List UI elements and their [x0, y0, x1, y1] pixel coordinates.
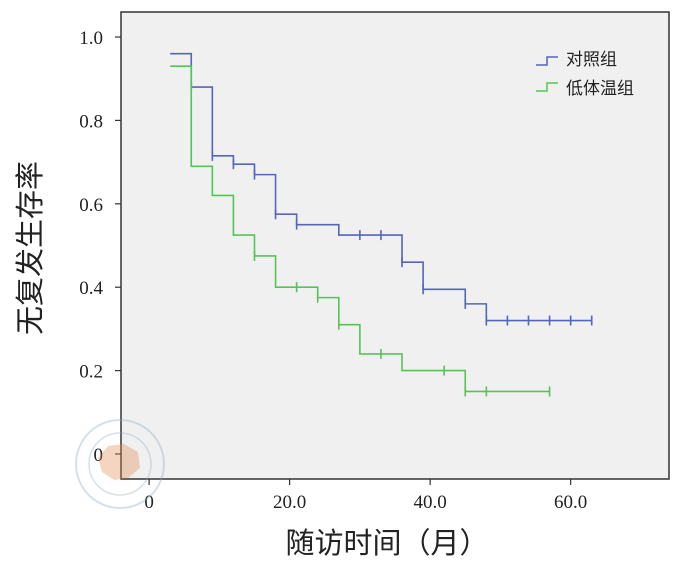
watermark-seal	[75, 419, 165, 509]
y-tick-label: 0.4	[79, 278, 103, 299]
x-tick-label: 20.0	[273, 492, 306, 513]
y-axis-ticks: 0 0.2 0.4 0.6 0.8 1.0	[79, 28, 121, 466]
y-axis-title: 无复发生存率	[13, 161, 47, 335]
legend-label-hypothermia: 低体温组	[566, 79, 634, 99]
legend-swatch-control	[536, 56, 558, 66]
y-tick-label: 0.8	[79, 111, 103, 132]
x-tick-label: 40.0	[414, 492, 447, 513]
y-tick-label: 0.6	[79, 195, 103, 216]
x-tick-label: 60.0	[554, 492, 587, 513]
x-axis-title: 随访时间（月）	[285, 526, 488, 560]
x-axis-ticks: 0 20.0 40.0 60.0	[144, 479, 587, 513]
legend: 对照组 低体温组	[536, 50, 634, 99]
legend-label-control: 对照组	[566, 50, 617, 70]
series-layer	[170, 52, 593, 397]
x-tick-label: 0	[144, 492, 154, 513]
legend-swatch-hypothermia	[536, 82, 558, 92]
survival-curve-control	[170, 52, 592, 322]
y-tick-label: 0.2	[79, 362, 103, 383]
y-tick-label: 1.0	[79, 28, 103, 49]
y-tick-label: 0	[94, 445, 104, 466]
